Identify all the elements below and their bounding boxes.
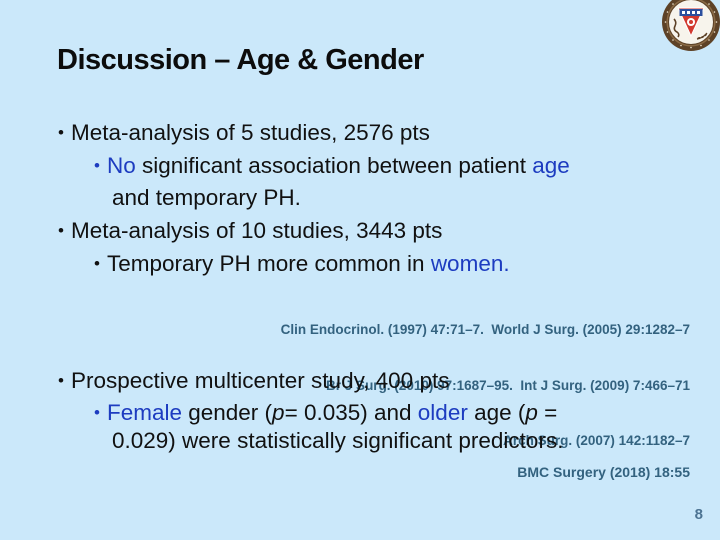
citation-line: Br J Surg. (2010) 97:1687–95. Int J Surg… xyxy=(326,377,690,393)
citation-bmc: BMC Surgery (2018) 18:55 xyxy=(517,464,690,480)
bullet-text: Meta-analysis of 10 studies, 3443 pts xyxy=(70,218,443,243)
bullet-text: Prospective multicenter study, 400 pts xyxy=(70,368,450,393)
bullet-line-prospective: • Prospective multicenter study, 400 pts xyxy=(58,366,449,398)
text-segment: and temporary PH. xyxy=(112,185,301,210)
text-segment: = xyxy=(537,400,558,425)
citation-line: Arch Surg. (2007) 142:1182–7 xyxy=(503,433,690,448)
p-value-symbol: p xyxy=(525,400,538,425)
sub-bullet-text: Female gender (p= 0.035) and older age (… xyxy=(107,398,557,428)
bullet-text: Meta-analysis of 5 studies, 2576 pts xyxy=(70,120,430,145)
sub-bullet-text: Temporary PH more common in women. xyxy=(107,249,510,279)
text-segment: Temporary PH more common in xyxy=(106,251,431,276)
text-segment: = 0.035) and xyxy=(284,400,418,425)
bullet-line-meta5: • Meta-analysis of 5 studies, 2576 pts xyxy=(58,118,430,150)
bullet-line-meta10: • Meta-analysis of 10 studies, 3443 pts xyxy=(58,216,442,248)
bullet-icon: • xyxy=(58,221,64,240)
bullet-icon: • xyxy=(58,123,64,142)
sub-bullet-line-age: • No significant association between pat… xyxy=(94,151,570,183)
text-segment: gender ( xyxy=(181,400,273,425)
sub-bullet-line-predictors: • Female gender (p= 0.035) and older age… xyxy=(94,398,557,430)
bullet-icon: • xyxy=(94,156,100,175)
citation-block: Clin Endocrinol. (1997) 47:71–7. World J… xyxy=(281,284,690,488)
citation-line: Clin Endocrinol. (1997) 47:71–7. World J… xyxy=(280,322,690,337)
text-segment: significant association between patient xyxy=(135,153,533,178)
highlight-no: No xyxy=(106,153,136,178)
bullet-icon: • xyxy=(94,403,100,422)
seal-icon xyxy=(662,0,720,51)
bullet-icon: • xyxy=(94,254,100,273)
sub-bullet-line-women: • Temporary PH more common in women. xyxy=(94,249,510,281)
highlight-older: older xyxy=(417,400,468,425)
university-seal-logo xyxy=(661,0,720,55)
text-segment: 0.029) were statistically significant pr… xyxy=(112,428,564,453)
text-segment: age ( xyxy=(467,400,526,425)
highlight-female: Female xyxy=(106,400,182,425)
sub-bullet-continuation: and temporary PH. xyxy=(112,183,301,213)
sub-bullet-continuation: 0.029) were statistically significant pr… xyxy=(112,426,563,456)
bullet-icon: • xyxy=(58,371,64,390)
highlight-age: age xyxy=(532,153,570,178)
page-number: 8 xyxy=(694,506,703,523)
highlight-women: women. xyxy=(430,251,510,276)
slide-title: Discussion – Age & Gender xyxy=(57,44,424,76)
sub-bullet-text: No significant association between patie… xyxy=(107,151,570,181)
p-value-symbol: p xyxy=(272,400,285,425)
